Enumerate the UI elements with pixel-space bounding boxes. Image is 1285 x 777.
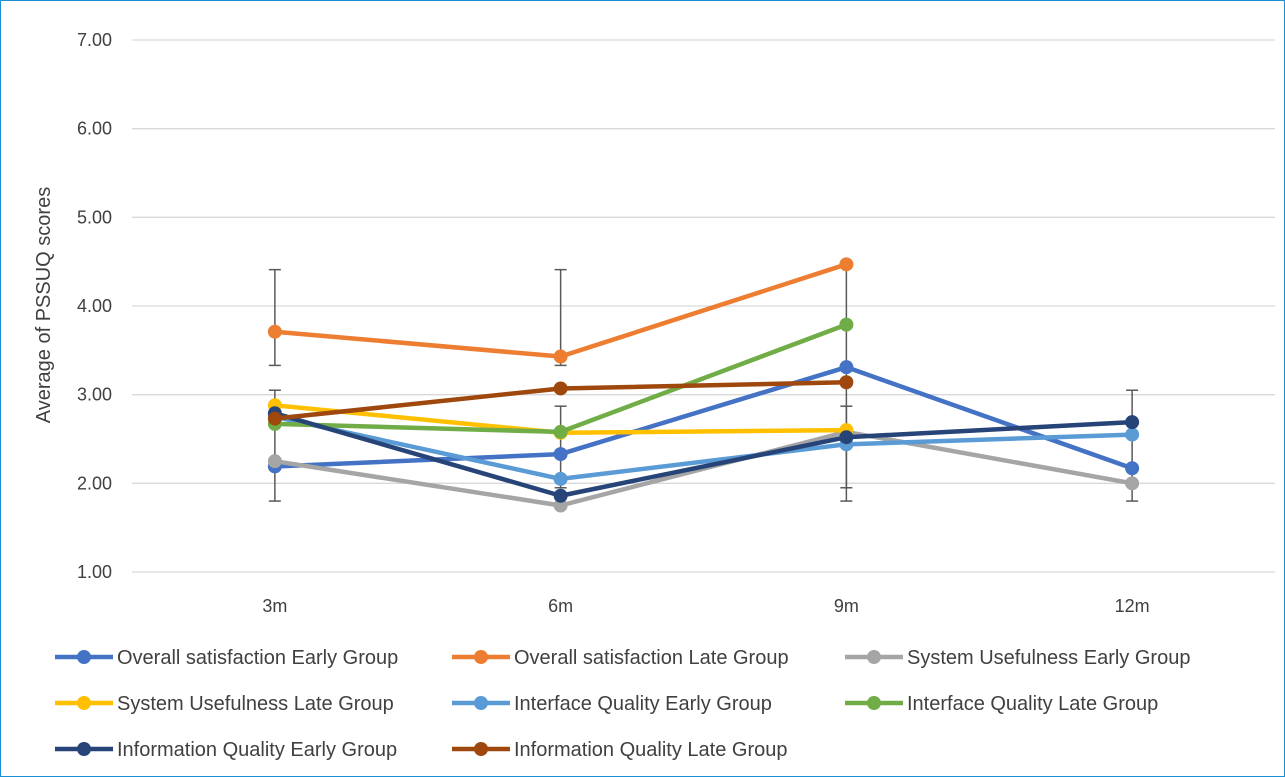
y-tick-label: 2.00 bbox=[77, 473, 112, 493]
data-point bbox=[553, 488, 568, 503]
y-axis-title: Average of PSSUQ scores bbox=[33, 187, 55, 423]
data-point bbox=[553, 447, 568, 462]
legend-item: Information Quality Early Group bbox=[55, 739, 397, 761]
legend-item: Information Quality Late Group bbox=[452, 739, 787, 761]
data-point bbox=[839, 257, 854, 272]
series-8 bbox=[267, 375, 854, 426]
x-tick-label: 6m bbox=[548, 596, 573, 616]
series-lines bbox=[267, 257, 1140, 513]
legend-swatch-marker bbox=[77, 742, 91, 756]
y-axis-ticks: 1.00 2.00 3.00 4.00 5.00 6.00 7.00 bbox=[77, 30, 112, 582]
legend-item: Interface Quality Early Group bbox=[452, 693, 772, 715]
y-tick-label: 1.00 bbox=[77, 562, 112, 582]
data-point bbox=[839, 430, 854, 445]
legend-label: Interface Quality Early Group bbox=[514, 693, 772, 715]
error-bar bbox=[554, 268, 567, 367]
legend-swatch-marker bbox=[474, 742, 488, 756]
y-tick-label: 6.00 bbox=[77, 119, 112, 139]
series-line bbox=[274, 411, 1133, 498]
legend-label: Information Quality Early Group bbox=[117, 739, 397, 761]
data-point bbox=[267, 411, 282, 426]
data-point bbox=[839, 360, 854, 375]
data-point bbox=[553, 498, 568, 513]
data-point bbox=[267, 454, 282, 469]
legend-item: Interface Quality Late Group bbox=[845, 693, 1158, 715]
data-point bbox=[1125, 476, 1140, 491]
legend-label: Information Quality Late Group bbox=[514, 739, 787, 761]
y-tick-label: 5.00 bbox=[77, 207, 112, 227]
series-line bbox=[274, 364, 1133, 471]
legend-label: Interface Quality Late Group bbox=[907, 693, 1158, 715]
legend-item: Overall satisfaction Early Group bbox=[55, 647, 398, 669]
y-tick-label: 3.00 bbox=[77, 385, 112, 405]
legend-swatch-marker bbox=[77, 696, 91, 710]
legend-swatch-marker bbox=[867, 696, 881, 710]
series-7 bbox=[267, 406, 1140, 503]
y-tick-label: 4.00 bbox=[77, 296, 112, 316]
legend-item: Overall satisfaction Late Group bbox=[452, 647, 789, 669]
error-bar bbox=[268, 268, 281, 367]
data-point bbox=[553, 381, 568, 396]
data-point bbox=[553, 424, 568, 439]
legend-label: Overall satisfaction Late Group bbox=[514, 647, 789, 669]
data-point bbox=[553, 349, 568, 364]
x-tick-label: 12m bbox=[1115, 596, 1150, 616]
series-2 bbox=[267, 257, 854, 364]
legend-item: System Usefulness Late Group bbox=[55, 693, 394, 715]
legend-label: System Usefulness Late Group bbox=[117, 693, 394, 715]
legend-swatch-marker bbox=[474, 696, 488, 710]
legend-label: Overall satisfaction Early Group bbox=[117, 647, 398, 669]
data-point bbox=[553, 471, 568, 486]
data-point bbox=[267, 324, 282, 339]
data-point bbox=[1125, 415, 1140, 430]
data-point bbox=[1125, 427, 1140, 442]
x-tick-label: 3m bbox=[262, 596, 287, 616]
data-point bbox=[839, 317, 854, 332]
legend: Overall satisfaction Early Group Overall … bbox=[55, 647, 1190, 761]
legend-swatch-marker bbox=[77, 650, 91, 664]
y-tick-label: 7.00 bbox=[77, 30, 112, 50]
x-tick-label: 9m bbox=[834, 596, 859, 616]
series-line bbox=[274, 414, 1133, 482]
legend-item: System Usefulness Early Group bbox=[845, 647, 1190, 669]
legend-label: System Usefulness Early Group bbox=[907, 647, 1190, 669]
gridlines bbox=[132, 39, 1275, 573]
legend-swatch-marker bbox=[867, 650, 881, 664]
legend-swatch-marker bbox=[474, 650, 488, 664]
x-axis-ticks: 3m 6m 9m 12m bbox=[262, 596, 1149, 616]
data-point bbox=[1125, 461, 1140, 476]
data-point bbox=[839, 375, 854, 390]
